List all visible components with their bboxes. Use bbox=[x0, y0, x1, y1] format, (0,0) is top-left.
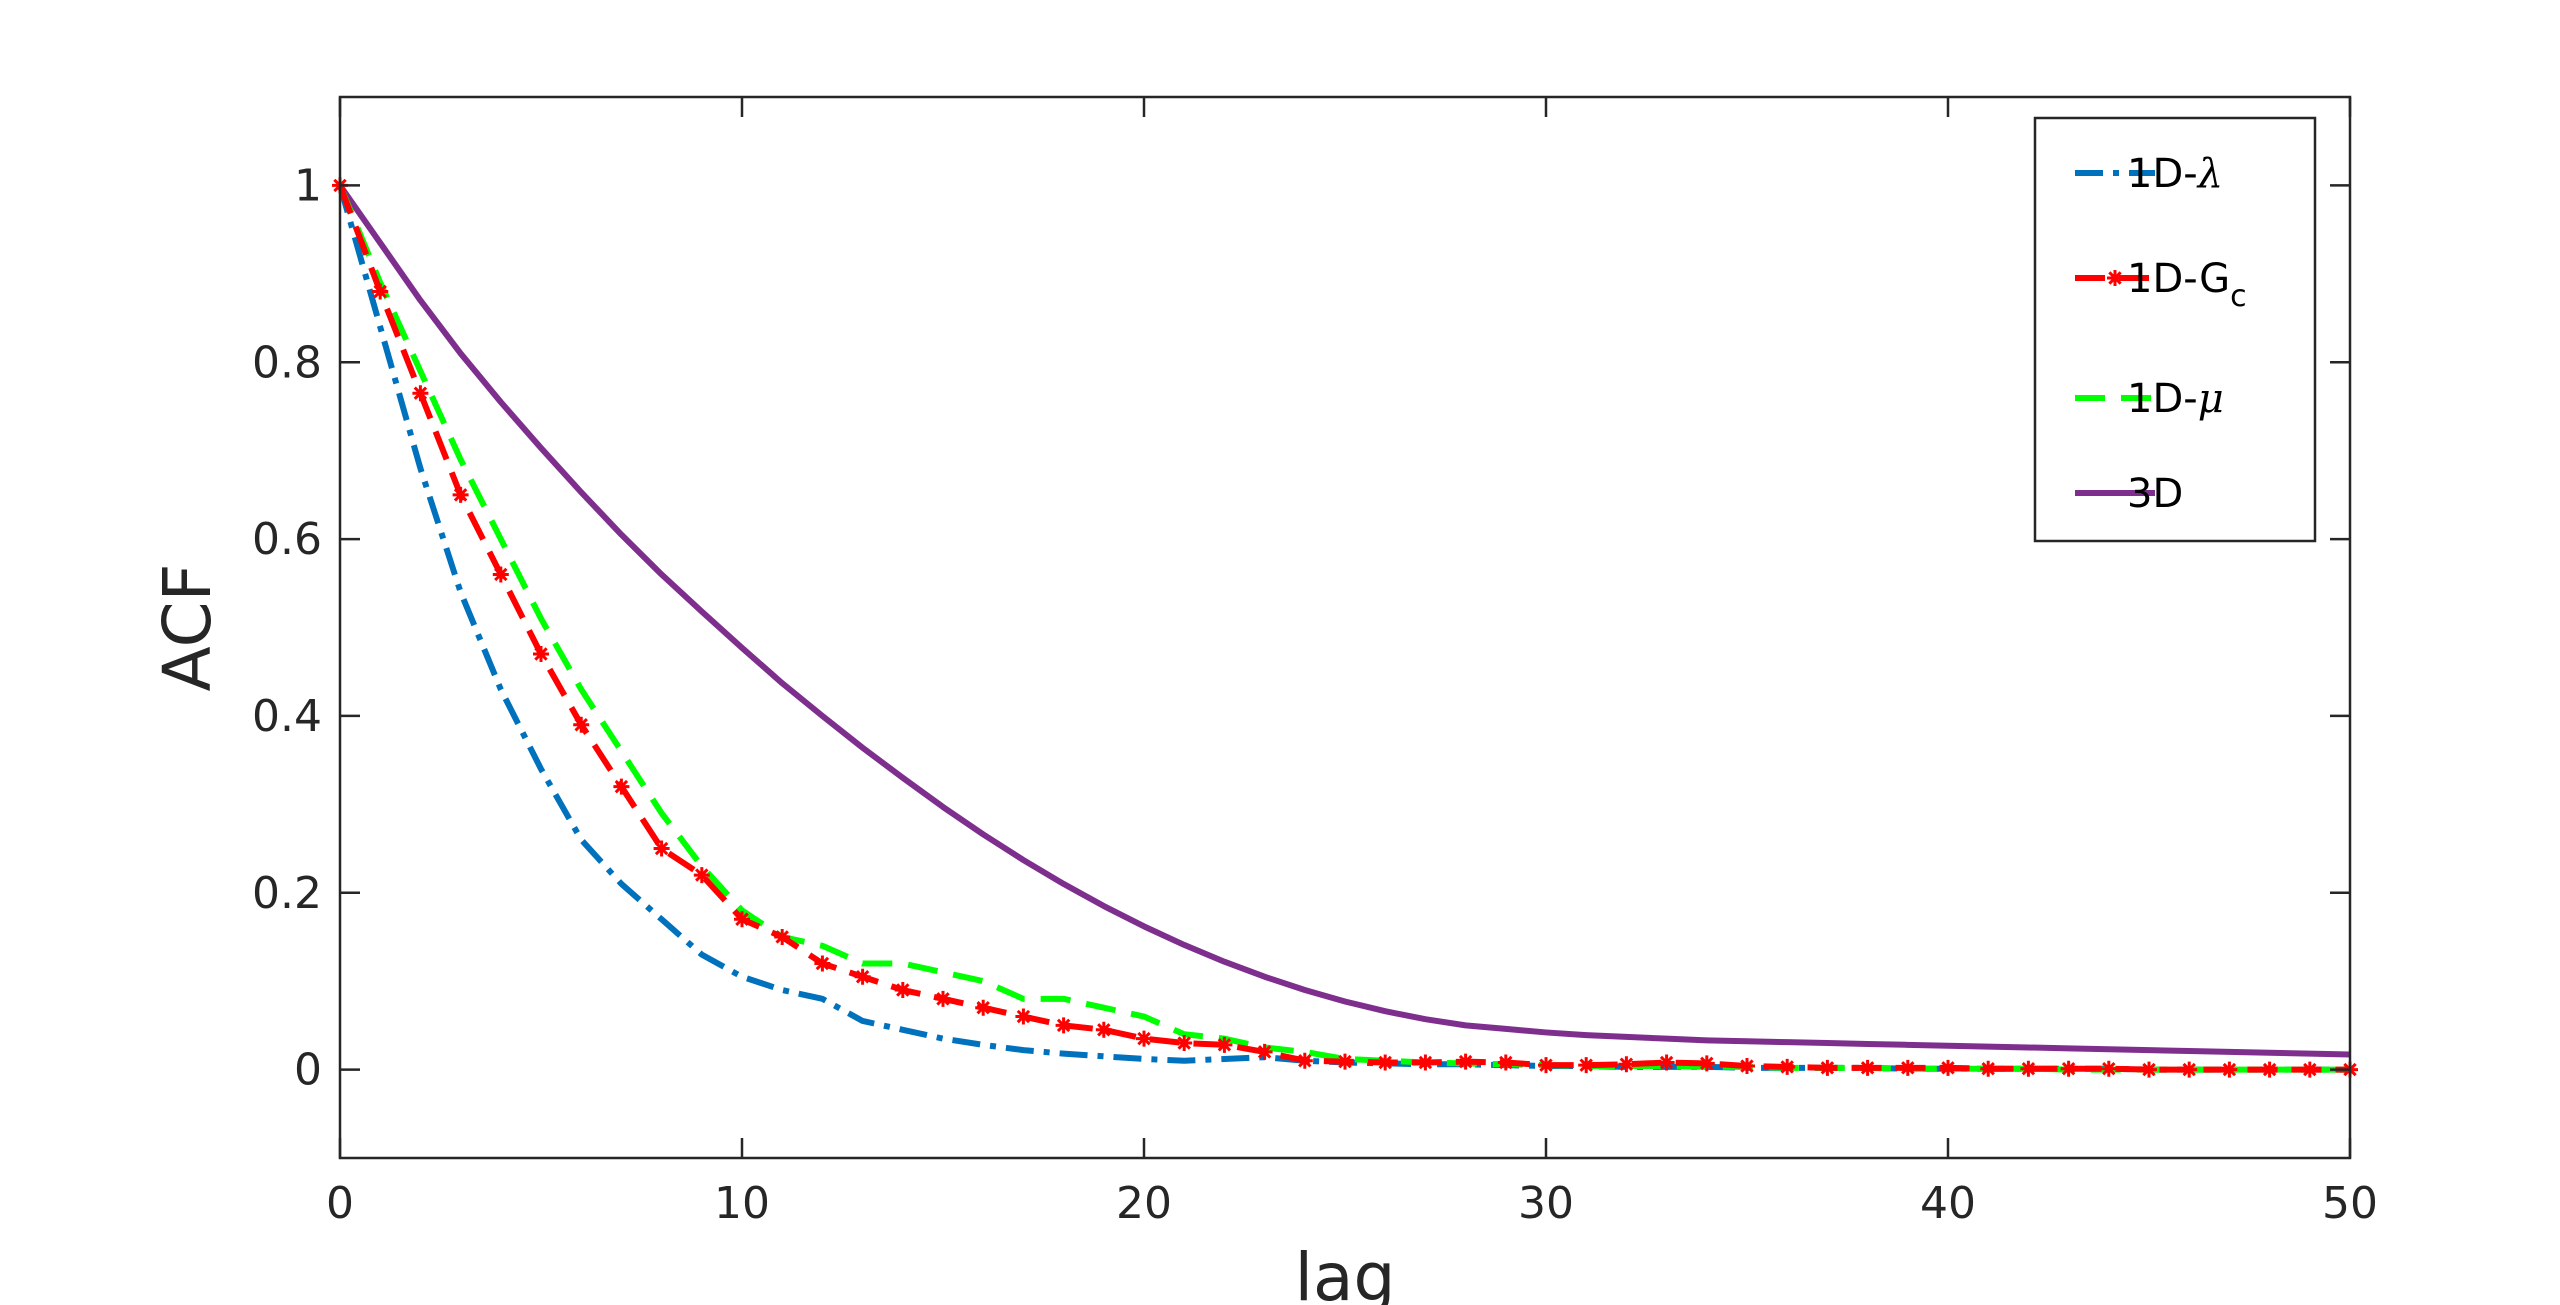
data-point bbox=[1457, 1053, 1474, 1070]
data-point bbox=[1417, 1054, 1434, 1071]
data-point bbox=[1538, 1057, 1554, 1074]
plot-area bbox=[340, 97, 2350, 1158]
y-tick-label: 1 bbox=[294, 160, 322, 211]
data-point bbox=[2261, 1061, 2278, 1078]
data-point bbox=[1055, 1017, 1072, 1034]
series-layer bbox=[332, 177, 2358, 1078]
tick-layer: 0 10 20 30 40 50 0 0.2 0.4 0.6 0.8 1 bbox=[252, 97, 2378, 1229]
data-point bbox=[1899, 1059, 1916, 1076]
data-point bbox=[372, 283, 389, 300]
series-line bbox=[337, 184, 2350, 1073]
x-tick-label: 50 bbox=[2322, 1178, 2378, 1229]
y-tick-label: 0 bbox=[294, 1045, 322, 1096]
data-point bbox=[613, 778, 630, 795]
data-point bbox=[854, 968, 871, 985]
data-point bbox=[2100, 1060, 2117, 1077]
data-point bbox=[1658, 1054, 1675, 1071]
axes-frame bbox=[338, 95, 2352, 1160]
data-point bbox=[2301, 1061, 2318, 1078]
data-point bbox=[1337, 1053, 1353, 1070]
x-tick-label: 0 bbox=[326, 1178, 354, 1229]
x-tick-label: 10 bbox=[714, 1178, 770, 1229]
data-point bbox=[734, 911, 750, 928]
legend-label: 1D-μ bbox=[2127, 376, 2224, 422]
y-tick-label: 0.4 bbox=[252, 691, 322, 742]
series-1 bbox=[332, 177, 2358, 1078]
y-axis-label: ACF bbox=[149, 563, 226, 691]
data-point bbox=[2181, 1061, 2198, 1078]
data-point bbox=[894, 982, 911, 999]
series-2 bbox=[337, 184, 2350, 1073]
data-point bbox=[1216, 1036, 1233, 1053]
series-3 bbox=[337, 183, 2351, 1058]
data-point bbox=[573, 716, 590, 733]
data-point bbox=[1497, 1054, 1514, 1071]
data-point bbox=[492, 566, 509, 583]
y-tick-label: 0.6 bbox=[252, 514, 322, 565]
data-point bbox=[1176, 1035, 1193, 1052]
data-point bbox=[1256, 1043, 1273, 1060]
legend: 1D-λ 1D-Gc 1D-μ 3D bbox=[2033, 116, 2317, 543]
legend-label: 1D-Gc bbox=[2127, 256, 2247, 314]
data-point bbox=[653, 840, 670, 857]
data-point bbox=[1980, 1060, 1997, 1077]
legend-box bbox=[2033, 116, 2317, 543]
x-tick-label: 40 bbox=[1920, 1178, 1976, 1229]
data-point bbox=[2141, 1061, 2157, 1078]
data-point bbox=[814, 955, 831, 972]
y-tick-label: 0.2 bbox=[252, 868, 322, 919]
x-tick-label: 30 bbox=[1518, 1178, 1574, 1229]
data-point bbox=[533, 646, 549, 663]
data-point bbox=[1819, 1059, 1836, 1076]
data-point bbox=[1015, 1008, 1032, 1025]
data-point bbox=[935, 990, 951, 1007]
data-point bbox=[1578, 1057, 1595, 1074]
data-point bbox=[1095, 1021, 1112, 1038]
y-tick-label: 0.8 bbox=[252, 337, 322, 388]
data-point bbox=[412, 385, 429, 402]
data-point bbox=[1698, 1055, 1715, 1072]
legend-label: 3D bbox=[2127, 471, 2183, 517]
x-axis-label: lag bbox=[1295, 1239, 1396, 1305]
series-line bbox=[337, 183, 2351, 1058]
data-point bbox=[2020, 1060, 2037, 1077]
data-point bbox=[452, 486, 469, 503]
data-point bbox=[1618, 1056, 1635, 1073]
data-point bbox=[1136, 1030, 1152, 1047]
data-point bbox=[1940, 1059, 1956, 1076]
data-point bbox=[1779, 1058, 1796, 1075]
data-point bbox=[2221, 1061, 2238, 1078]
data-point bbox=[1377, 1054, 1394, 1071]
data-point bbox=[1859, 1059, 1876, 1076]
legend-label: 1D-λ bbox=[2127, 151, 2223, 197]
data-point bbox=[1739, 1058, 1755, 1075]
data-point bbox=[2060, 1060, 2077, 1077]
data-point bbox=[774, 928, 791, 945]
x-tick-label: 20 bbox=[1116, 1178, 1172, 1229]
data-point bbox=[693, 867, 710, 884]
data-point bbox=[975, 999, 992, 1016]
legend-marker bbox=[2107, 270, 2123, 286]
data-point bbox=[1296, 1052, 1313, 1069]
